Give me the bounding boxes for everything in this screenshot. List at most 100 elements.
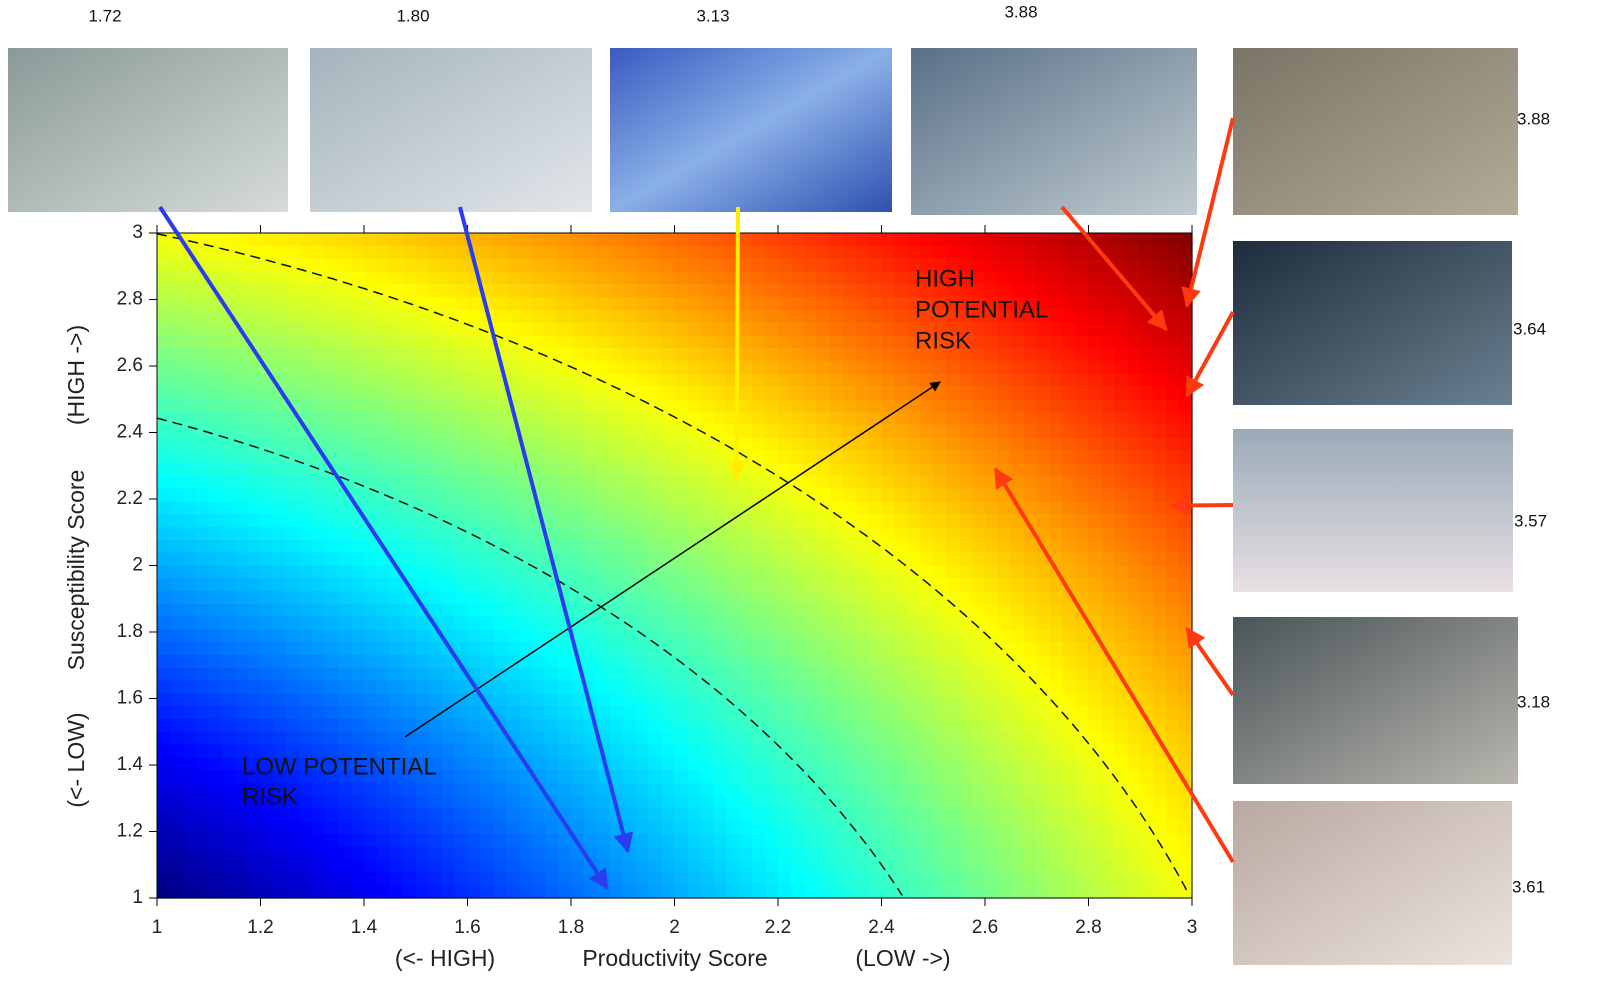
heat-cell xyxy=(1127,348,1141,361)
heat-cell xyxy=(429,271,443,284)
heat-cell xyxy=(273,604,287,617)
heat-cell xyxy=(597,297,611,310)
heat-cell xyxy=(209,745,223,758)
heat-cell xyxy=(946,617,960,630)
heat-cell xyxy=(675,553,689,566)
heat-cell xyxy=(390,617,404,630)
heat-cell xyxy=(817,834,831,847)
heat-cell xyxy=(325,591,339,604)
heat-cell xyxy=(170,745,184,758)
heat-cell xyxy=(920,808,934,821)
heat-cell xyxy=(843,834,857,847)
heat-cell xyxy=(778,808,792,821)
heat-cell xyxy=(752,374,766,387)
heat-cell xyxy=(1153,233,1167,246)
heat-cell xyxy=(1179,834,1193,847)
heat-cell xyxy=(972,821,986,834)
heat-cell xyxy=(713,745,727,758)
heat-cell xyxy=(778,374,792,387)
heat-cell xyxy=(455,617,469,630)
heat-cell xyxy=(545,502,559,515)
heat-cell xyxy=(869,642,883,655)
heat-cell xyxy=(403,348,417,361)
heat-cell xyxy=(1166,361,1180,374)
heat-cell xyxy=(299,284,313,297)
heat-cell xyxy=(571,233,585,246)
heat-cell xyxy=(196,872,210,885)
heat-cell xyxy=(869,425,883,438)
photo xyxy=(1233,617,1518,784)
heat-cell xyxy=(416,399,430,412)
annotation: RISK xyxy=(242,783,298,810)
heat-cell xyxy=(196,732,210,745)
heat-cell xyxy=(597,246,611,259)
heat-cell xyxy=(545,361,559,374)
heat-cell xyxy=(933,604,947,617)
heat-cell xyxy=(675,681,689,694)
heat-cell xyxy=(196,399,210,412)
heat-cell xyxy=(493,591,507,604)
heat-cell xyxy=(959,642,973,655)
heat-cell xyxy=(545,834,559,847)
heat-cell xyxy=(351,335,365,348)
heat-cell xyxy=(920,783,934,796)
heat-cell xyxy=(662,693,676,706)
heat-cell xyxy=(817,489,831,502)
heat-cell xyxy=(377,847,391,860)
heat-cell xyxy=(1076,335,1090,348)
heat-cell xyxy=(817,540,831,553)
heat-cell xyxy=(959,629,973,642)
heat-cell xyxy=(390,783,404,796)
heat-cell xyxy=(1166,259,1180,272)
heat-cell xyxy=(959,425,973,438)
heat-cell xyxy=(261,566,275,579)
heat-cell xyxy=(869,502,883,515)
heat-cell xyxy=(1050,323,1064,336)
heat-cell xyxy=(649,271,663,284)
heat-cell xyxy=(817,642,831,655)
heat-cell xyxy=(1050,783,1064,796)
heat-cell xyxy=(791,514,805,527)
heat-cell xyxy=(765,808,779,821)
heat-cell xyxy=(506,233,520,246)
photo-score: 3.88 xyxy=(1004,2,1037,21)
heat-cell xyxy=(623,719,637,732)
heat-cell xyxy=(933,821,947,834)
heat-cell xyxy=(882,514,896,527)
heat-cell xyxy=(506,271,520,284)
heat-cell xyxy=(1114,348,1128,361)
heat-cell xyxy=(765,783,779,796)
heat-cell xyxy=(364,719,378,732)
photo-score: 1.80 xyxy=(396,6,429,25)
heat-cell xyxy=(713,361,727,374)
heat-cell xyxy=(804,629,818,642)
heat-cell xyxy=(1050,745,1064,758)
heat-cell xyxy=(506,719,520,732)
heat-cell xyxy=(649,732,663,745)
heat-cell xyxy=(519,246,533,259)
heat-cell xyxy=(571,706,585,719)
heat-cell xyxy=(830,374,844,387)
heat-cell xyxy=(235,834,249,847)
heat-cell xyxy=(1153,335,1167,348)
heat-cell xyxy=(998,847,1012,860)
heat-cell xyxy=(377,502,391,515)
heat-cell xyxy=(312,297,326,310)
heat-cell xyxy=(739,732,753,745)
heat-cell xyxy=(558,348,572,361)
heat-cell xyxy=(558,693,572,706)
heat-cell xyxy=(843,629,857,642)
heat-cell xyxy=(907,783,921,796)
heat-cell xyxy=(998,425,1012,438)
heat-cell xyxy=(1127,514,1141,527)
heat-cell xyxy=(1166,821,1180,834)
heat-cell xyxy=(506,847,520,860)
heat-cell xyxy=(442,681,456,694)
heat-cell xyxy=(843,527,857,540)
heat-cell xyxy=(286,476,300,489)
heat-cell xyxy=(765,476,779,489)
heat-cell xyxy=(480,489,494,502)
heat-cell xyxy=(597,450,611,463)
heat-cell xyxy=(752,617,766,630)
heat-cell xyxy=(183,386,197,399)
